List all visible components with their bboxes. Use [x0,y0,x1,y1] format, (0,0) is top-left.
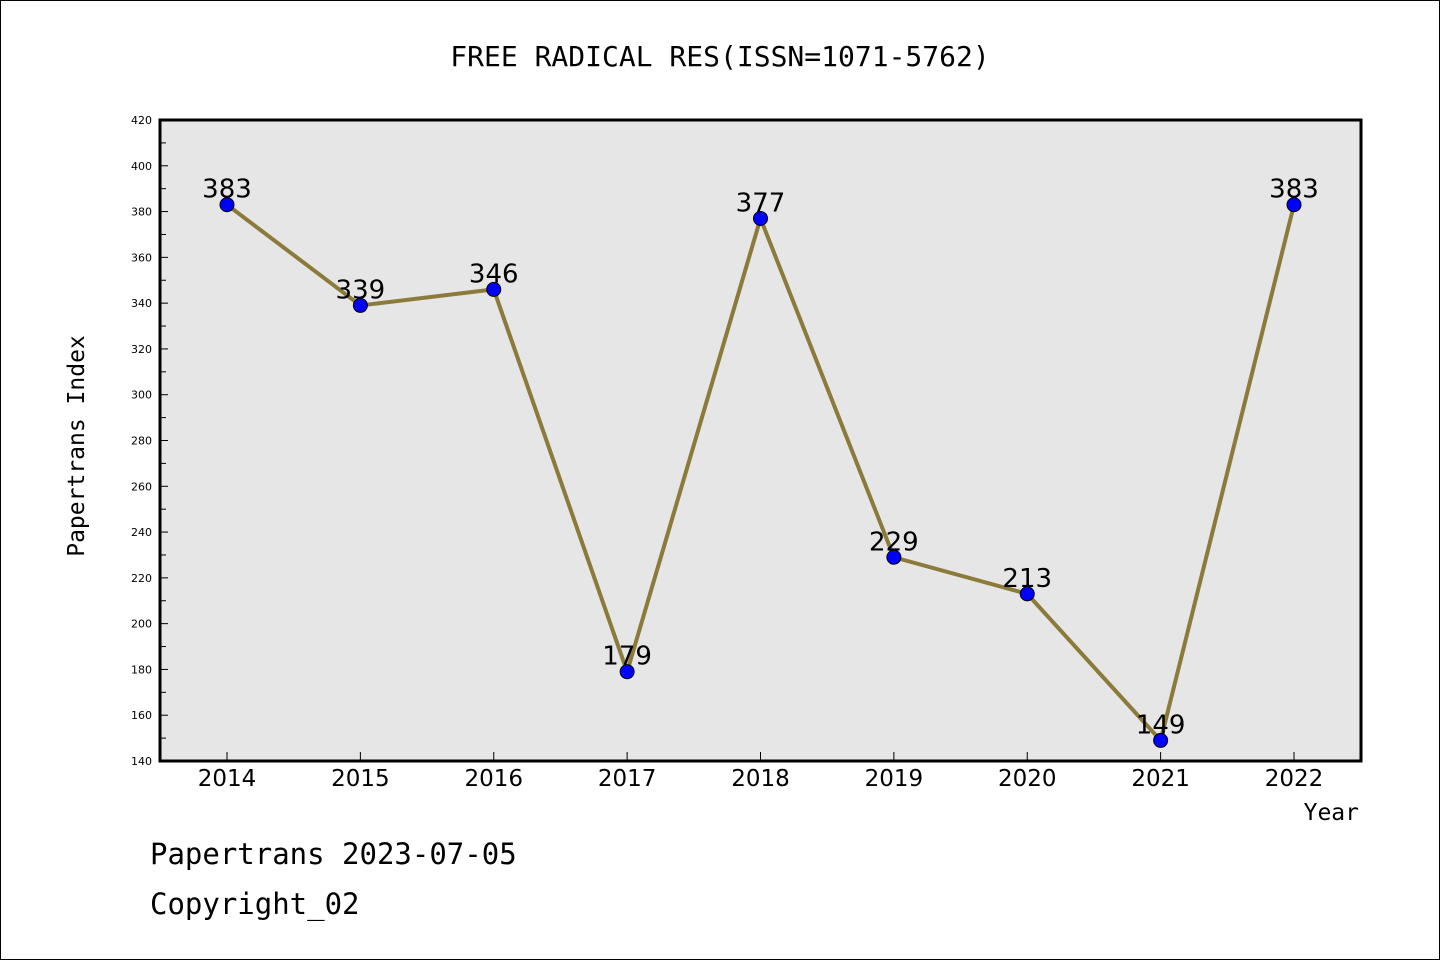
x-tick-label: 2020 [998,766,1057,792]
x-tick-label: 2015 [331,766,390,792]
data-label: 339 [336,275,386,305]
data-point [886,549,902,565]
y-axis: 140 160 180 200 220 240 260 280 300 320 340 360 380 4… [131,114,168,768]
x-axis: 2014 2015 2016 2017 2018 2019 2020 2021 2022 [198,752,1324,792]
y-tick-label: 140 [131,755,152,768]
x-tick-label: 2017 [598,766,657,792]
x-axis-label: Year [1304,800,1359,826]
data-point [352,297,368,313]
y-tick-label: 320 [131,343,152,356]
x-tick-label: 2014 [198,766,257,792]
data-point [486,281,502,297]
data-label: 179 [602,642,652,672]
series-line-group [219,197,1302,748]
y-tick-label: 360 [131,251,152,264]
y-tick-label: 240 [131,526,152,539]
x-tick-label: 2021 [1131,766,1190,792]
x-tick-label: 2022 [1265,766,1324,792]
data-label: 213 [1002,564,1052,594]
data-label: 149 [1136,710,1186,740]
y-tick-label: 160 [131,709,152,722]
y-tick-label: 300 [131,389,152,402]
plot-area [158,118,1363,763]
y-tick-label: 340 [131,297,152,310]
chart-title: FREE RADICAL RES(ISSN=1071-5762) [450,40,989,73]
y-tick-label: 200 [131,618,152,631]
data-point [619,664,635,680]
data-label: 383 [1269,175,1319,205]
data-point [1286,197,1302,213]
data-point [1153,732,1169,748]
y-tick-label: 260 [131,480,152,493]
data-point [219,197,235,213]
data-labels-group: 383 339 346 179 377 229 213 149 383 [202,175,1319,741]
y-tick-label: 280 [131,435,152,448]
y-axis-label: Papertrans Index [64,335,90,557]
x-tick-label: 2018 [731,766,790,792]
data-label: 377 [736,188,786,218]
data-point [1019,586,1035,602]
x-tick-label: 2016 [464,766,523,792]
y-tick-label: 380 [131,206,152,219]
x-tick-label: 2019 [865,766,924,792]
y-tick-label: 420 [131,114,152,127]
data-label: 229 [869,527,919,557]
data-label: 383 [202,175,252,205]
y-tick-label: 180 [131,663,152,676]
y-tick-label: 400 [131,160,152,173]
footer-date: Papertrans 2023-07-05 [150,837,517,871]
footer-copyright: Copyright_02 [150,887,360,922]
y-tick-label: 220 [131,572,152,585]
data-point [753,210,768,226]
data-label: 346 [469,259,519,289]
